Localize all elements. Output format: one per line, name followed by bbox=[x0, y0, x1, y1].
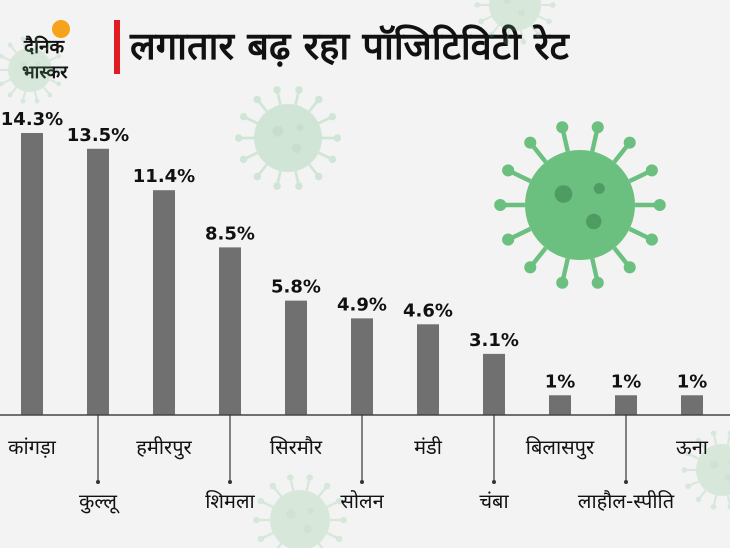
bar bbox=[615, 395, 637, 415]
bar bbox=[285, 300, 307, 415]
bar bbox=[219, 247, 241, 415]
bar bbox=[483, 353, 505, 415]
category-label: हमीरपुर bbox=[136, 435, 192, 460]
tick-dot bbox=[492, 480, 496, 484]
virus-faint-icon bbox=[0, 36, 65, 104]
data-label: 14.3% bbox=[1, 109, 63, 130]
data-label: 3.1% bbox=[469, 330, 519, 351]
data-label: 8.5% bbox=[205, 223, 255, 244]
data-label: 13.5% bbox=[67, 125, 129, 146]
virus-large-icon bbox=[494, 121, 666, 289]
chart-title: लगातार बढ़ रहा पॉजिटिविटी रेट bbox=[130, 24, 569, 68]
category-labels: कांगड़ा कुल्लू हमीरपुर शिमला सिरमौर सोलन मंडी च… bbox=[8, 415, 709, 514]
bar-series bbox=[21, 133, 703, 415]
logo-line-1: दैनिक bbox=[24, 36, 65, 58]
tick-dot bbox=[228, 480, 232, 484]
bar bbox=[351, 318, 373, 415]
title-accent-bar bbox=[114, 20, 120, 74]
virus-faint-icon bbox=[253, 474, 347, 548]
bar bbox=[21, 133, 43, 415]
virus-faint-icon bbox=[474, 0, 556, 45]
tick-dot bbox=[96, 480, 100, 484]
bar bbox=[417, 324, 439, 415]
data-label: 1% bbox=[677, 371, 708, 392]
category-label: लाहौल-स्पीति bbox=[578, 489, 675, 513]
virus-faint-icon bbox=[234, 86, 342, 190]
data-label: 1% bbox=[545, 371, 576, 392]
virus-faint-icon bbox=[681, 430, 730, 510]
bar bbox=[549, 395, 571, 415]
bar bbox=[87, 148, 109, 415]
category-label: ऊना bbox=[676, 435, 709, 459]
tick-dot bbox=[624, 480, 628, 484]
tick-dot bbox=[360, 480, 364, 484]
brand-logo: दैनिक भास्कर bbox=[18, 20, 100, 96]
category-label: मंडी bbox=[414, 435, 443, 459]
data-label: 5.8% bbox=[271, 277, 321, 298]
data-labels: 14.3%13.5%11.4% 8.5% 5.8% 4.9% 4.6% 3.1% 1% 1% 1… bbox=[1, 109, 708, 392]
data-label: 1% bbox=[611, 371, 642, 392]
category-label: सिरमौर bbox=[270, 435, 323, 459]
category-label: बिलासपुर bbox=[526, 435, 595, 460]
data-label: 11.4% bbox=[133, 166, 195, 187]
bar bbox=[153, 190, 175, 415]
category-label: चंबा bbox=[479, 489, 509, 513]
data-label: 4.9% bbox=[337, 294, 387, 315]
category-label: सोलन bbox=[340, 489, 384, 513]
logo-line-2: भास्कर bbox=[22, 62, 68, 84]
bar bbox=[681, 395, 703, 415]
category-label: शिमला bbox=[205, 489, 255, 513]
category-label: कांगड़ा bbox=[8, 435, 56, 459]
logo-sun-icon bbox=[52, 20, 70, 38]
category-label: कुल्लू bbox=[79, 489, 120, 514]
data-label: 4.6% bbox=[403, 300, 453, 321]
